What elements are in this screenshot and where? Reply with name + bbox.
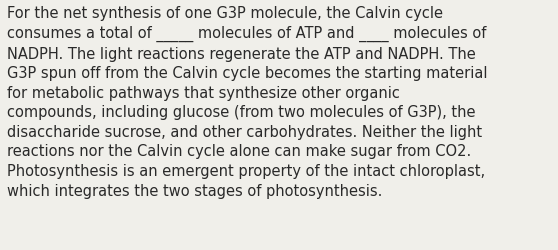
Text: For the net synthesis of one G3P molecule, the Calvin cycle
consumes a total of : For the net synthesis of one G3P molecul… [7, 6, 487, 198]
